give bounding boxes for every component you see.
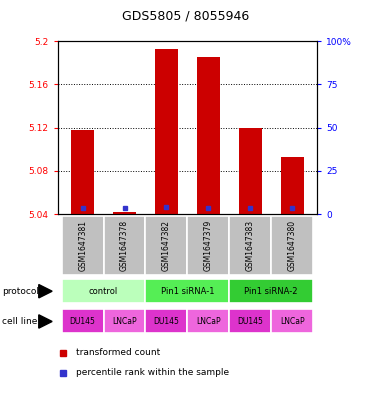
- Text: percentile rank within the sample: percentile rank within the sample: [76, 368, 229, 377]
- Bar: [187, 309, 229, 334]
- Text: DU145: DU145: [154, 317, 179, 326]
- Polygon shape: [39, 285, 52, 298]
- Bar: [104, 309, 145, 334]
- Bar: [145, 309, 187, 334]
- Bar: [155, 49, 178, 214]
- Bar: [280, 157, 303, 214]
- Bar: [239, 128, 262, 214]
- Text: GSM1647378: GSM1647378: [120, 220, 129, 271]
- Text: protocol: protocol: [2, 287, 39, 296]
- Text: DU145: DU145: [70, 317, 96, 326]
- Text: LNCaP: LNCaP: [280, 317, 304, 326]
- Text: control: control: [89, 287, 118, 296]
- Bar: [71, 130, 94, 214]
- Text: GSM1647382: GSM1647382: [162, 220, 171, 271]
- Bar: [271, 309, 313, 334]
- Text: Pin1 siRNA-1: Pin1 siRNA-1: [161, 287, 214, 296]
- Text: DU145: DU145: [237, 317, 263, 326]
- Bar: [197, 57, 220, 214]
- Text: cell line: cell line: [2, 317, 37, 326]
- Bar: [271, 216, 313, 275]
- Text: LNCaP: LNCaP: [196, 317, 221, 326]
- Bar: [62, 216, 104, 275]
- Bar: [229, 216, 271, 275]
- Bar: [229, 279, 313, 303]
- Text: GDS5805 / 8055946: GDS5805 / 8055946: [122, 10, 249, 23]
- Text: transformed count: transformed count: [76, 349, 160, 357]
- Text: GSM1647380: GSM1647380: [288, 220, 296, 271]
- Bar: [145, 216, 187, 275]
- Bar: [113, 212, 136, 214]
- Bar: [62, 279, 145, 303]
- Text: GSM1647379: GSM1647379: [204, 220, 213, 271]
- Text: LNCaP: LNCaP: [112, 317, 137, 326]
- Text: GSM1647381: GSM1647381: [78, 220, 87, 271]
- Text: Pin1 siRNA-2: Pin1 siRNA-2: [244, 287, 298, 296]
- Bar: [187, 216, 229, 275]
- Bar: [145, 279, 229, 303]
- Text: GSM1647383: GSM1647383: [246, 220, 255, 271]
- Bar: [104, 216, 145, 275]
- Bar: [229, 309, 271, 334]
- Bar: [62, 309, 104, 334]
- Polygon shape: [39, 315, 52, 328]
